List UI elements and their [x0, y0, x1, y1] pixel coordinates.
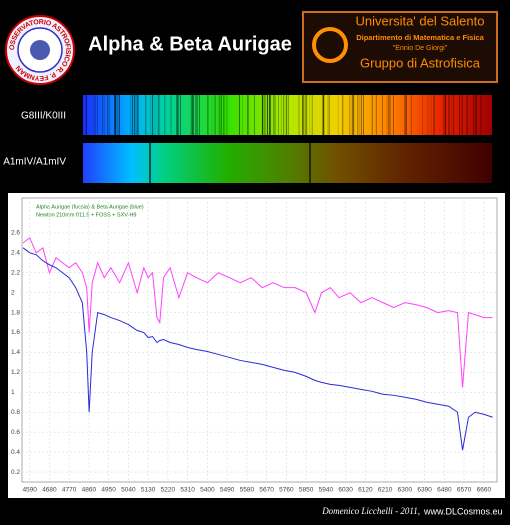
y-tick-label: 0.2	[11, 469, 20, 476]
site: www.DLCosmos.eu	[423, 506, 503, 516]
university: Universita' del Salento	[356, 13, 485, 28]
spectrum-label: G8III/K0III	[21, 111, 66, 122]
x-tick-label: 6660	[477, 487, 492, 494]
department: Dipartimento di Matematica e Fisica	[356, 33, 484, 42]
y-tick-label: 0.6	[11, 429, 20, 436]
x-tick-label: 5760	[279, 487, 294, 494]
spectrum-line	[22, 237, 493, 388]
x-tick-label: 6570	[457, 487, 472, 494]
x-tick-label: 4770	[62, 487, 77, 494]
x-tick-label: 5220	[161, 487, 176, 494]
x-tick-label: 4590	[22, 487, 37, 494]
y-tick-label: 0.4	[11, 449, 20, 456]
x-tick-label: 6030	[338, 487, 353, 494]
logo-planet	[30, 40, 50, 60]
y-tick-label: 1.2	[11, 369, 20, 376]
y-tick-label: 1.8	[11, 309, 20, 316]
spectrum-label: A1mIV/A1mIV	[3, 157, 66, 168]
x-tick-label: 5850	[299, 487, 314, 494]
y-tick-label: 1	[11, 389, 15, 396]
y-tick-label: 2.6	[11, 230, 20, 237]
annotation: Newton 210mm f/11.5 + FOSS + SXV-H9	[36, 212, 136, 218]
x-tick-label: 5040	[121, 487, 136, 494]
x-tick-label: 6120	[358, 487, 373, 494]
x-tick-label: 5490	[220, 487, 235, 494]
absorption-lines	[85, 95, 482, 183]
logo-right	[302, 11, 498, 83]
x-tick-label: 5310	[180, 487, 195, 494]
annotation: Alpha Aurigae (fucsia) & Beta Aurigae (b…	[36, 204, 144, 210]
x-tick-label: 6390	[417, 487, 432, 494]
spectrum-line	[22, 247, 493, 451]
dedication: "Ennio De Giorgi"	[393, 45, 448, 52]
x-tick-label: 5400	[200, 487, 215, 494]
x-tick-label: 6480	[437, 487, 452, 494]
y-tick-label: 2	[11, 289, 15, 296]
y-tick-label: 1.4	[11, 349, 20, 356]
logo-swirl	[312, 27, 348, 63]
x-tick-label: 6210	[378, 487, 393, 494]
x-tick-label: 4680	[42, 487, 57, 494]
y-tick-label: 2.4	[11, 250, 20, 257]
x-tick-label: 4950	[101, 487, 116, 494]
x-tick-label: 5580	[240, 487, 255, 494]
x-tick-label: 5130	[141, 487, 156, 494]
plot-frame	[21, 197, 498, 483]
y-tick-label: 2.2	[11, 269, 20, 276]
group: Gruppo di Astrofisica	[360, 55, 481, 70]
credit: Domenico Licchelli - 2011,	[321, 506, 420, 516]
spectrum-strip	[83, 143, 492, 183]
x-tick-label: 5670	[259, 487, 274, 494]
spectrum-strip	[83, 95, 492, 135]
chart-panel	[8, 193, 505, 498]
page-title: Alpha & Beta Aurigae	[88, 33, 292, 55]
y-tick-label: 0.8	[11, 409, 20, 416]
x-tick-label: 6300	[398, 487, 413, 494]
y-tick-label: 1.6	[11, 329, 20, 336]
x-tick-label: 5940	[319, 487, 334, 494]
x-tick-label: 4860	[82, 487, 97, 494]
